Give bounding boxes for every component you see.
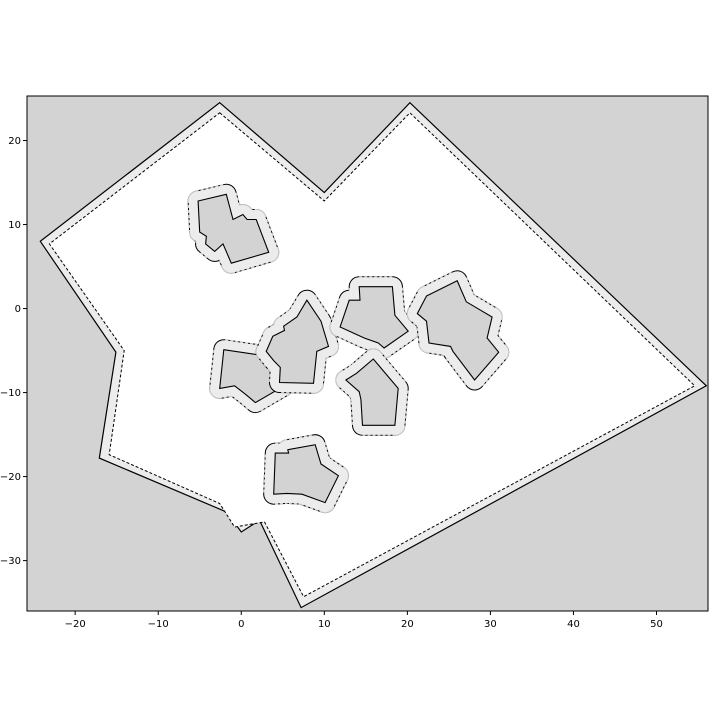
x-tick-label: 0 xyxy=(238,619,244,630)
x-tick-label: 10 xyxy=(318,619,331,630)
y-tick-label: 20 xyxy=(8,136,21,147)
obstacle-layer xyxy=(187,183,510,514)
axes-area xyxy=(27,96,708,611)
y-tick-label: 10 xyxy=(8,220,21,231)
y-tick-label: −30 xyxy=(0,556,21,567)
x-tick-label: 50 xyxy=(650,619,663,630)
x-tick-label: −20 xyxy=(65,619,86,630)
y-tick-label: −20 xyxy=(0,472,21,483)
x-tick-label: 20 xyxy=(401,619,414,630)
obstacle-3 xyxy=(265,299,330,384)
x-axis-ticks: −20 −10 0 10 20 30 40 50 xyxy=(65,611,663,630)
obstacle-7 xyxy=(273,444,340,504)
y-axis-ticks: −30 −20 −10 0 10 20 xyxy=(0,136,27,567)
obstacle-1 xyxy=(197,193,270,264)
x-tick-label: 40 xyxy=(567,619,580,630)
x-tick-label: 30 xyxy=(484,619,497,630)
x-tick-label: −10 xyxy=(148,619,169,630)
y-tick-label: −10 xyxy=(0,388,21,399)
obstacle-6 xyxy=(416,280,500,381)
obstacle-5 xyxy=(344,358,399,426)
y-tick-label: 0 xyxy=(15,304,21,315)
axes-frame xyxy=(26,95,709,612)
obstacle-4 xyxy=(339,286,410,349)
